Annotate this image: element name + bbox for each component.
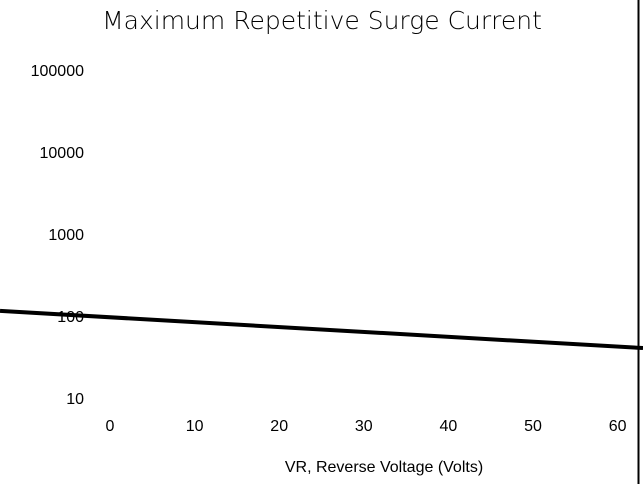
y-tick-label: 100000 [31, 63, 84, 80]
y-tick-label: 10 [66, 391, 84, 408]
y-tick-label: 1000 [48, 227, 84, 244]
x-axis-title: VR, Reverse Voltage (Volts) [285, 459, 483, 476]
y-tick-label: 100 [57, 309, 84, 326]
data-line [0, 308, 643, 351]
x-tick-label: 60 [609, 418, 627, 435]
x-tick-label: 40 [440, 418, 458, 435]
chart-title: Maximum Repetitive Surge Current [102, 6, 542, 35]
y-tick-label: 10000 [40, 145, 85, 162]
x-tick-label: 30 [355, 418, 373, 435]
x-tick-label: 0 [106, 418, 115, 435]
x-tick-label: 20 [270, 418, 288, 435]
x-tick-label: 10 [186, 418, 204, 435]
x-tick-label: 50 [524, 418, 542, 435]
